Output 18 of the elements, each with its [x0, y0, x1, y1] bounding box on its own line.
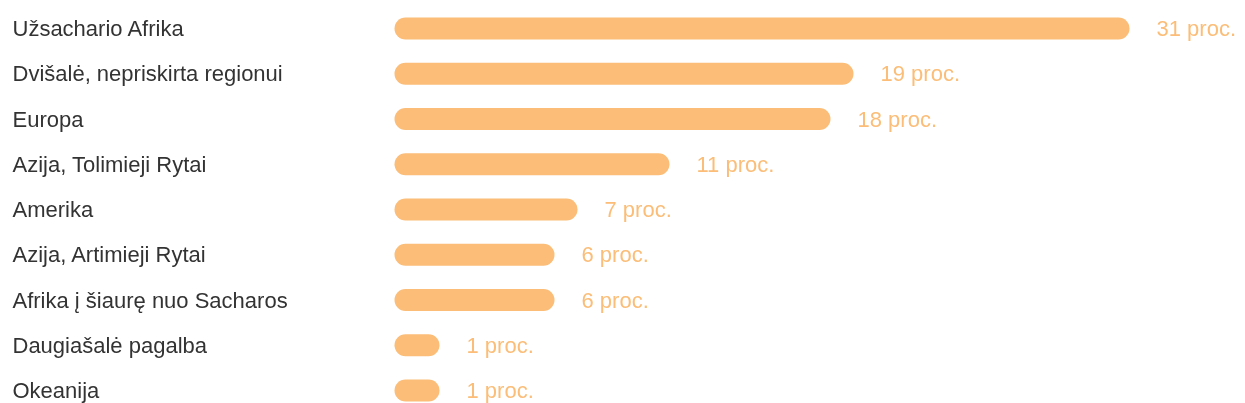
data-label: 6 proc. [581, 242, 649, 268]
y-tick-label: Užsachario Afrika [12, 16, 185, 41]
y-tick-label: Azija, Artimieji Rytai [12, 242, 206, 268]
data-label: 18 proc. [857, 106, 937, 132]
data-label: 6 proc. [581, 287, 649, 313]
data-label: 19 proc. [880, 61, 960, 87]
y-tick-label: Azija, Tolimieji Rytai [12, 151, 207, 177]
y-tick-label: Dvišalė, nepriskirta regionui [12, 61, 283, 87]
data-label: 1 proc. [466, 332, 534, 358]
y-tick-label: Amerika [12, 197, 94, 222]
data-label: 1 proc. [466, 378, 534, 403]
y-tick-label: Daugiašalė pagalba [12, 332, 208, 358]
data-label: 31 proc. [1156, 16, 1236, 41]
data-label: 11 proc. [696, 151, 775, 177]
y-tick-label: Europa [12, 106, 85, 132]
y-tick-label: Okeanija [12, 378, 101, 403]
data-label: 7 proc. [604, 197, 672, 222]
y-tick-label: Afrika į šiaurę nuo Sacharos [12, 287, 288, 313]
